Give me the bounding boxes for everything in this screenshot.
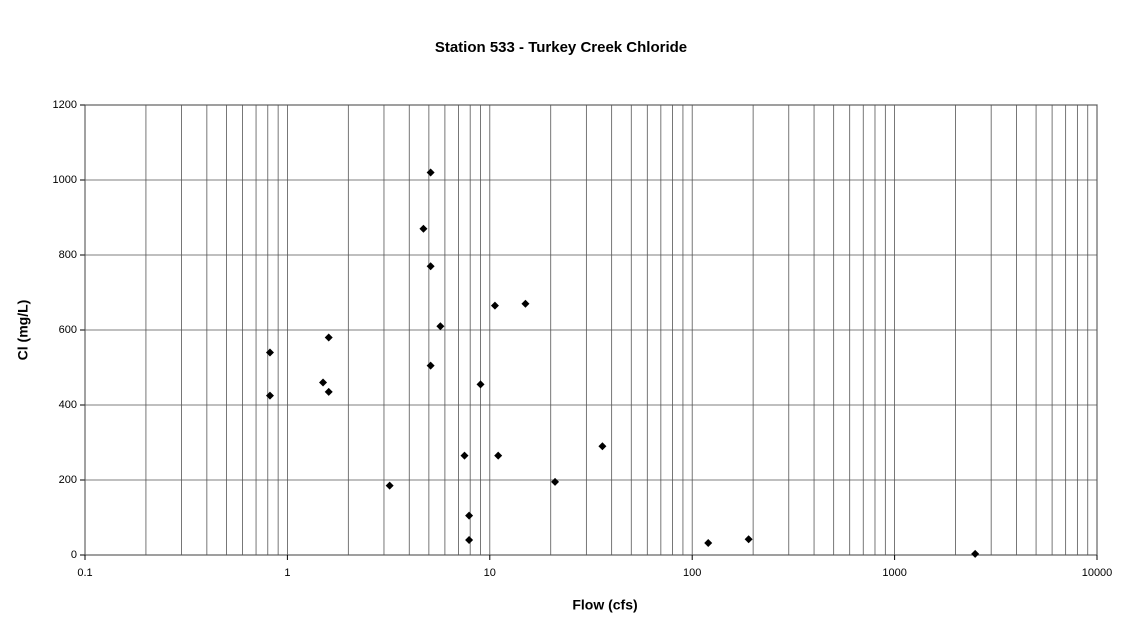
x-tick-label: 10000 [1082,567,1113,579]
point [265,391,274,400]
point [426,262,435,271]
point [494,451,503,460]
point [385,481,394,490]
point [490,301,499,310]
point [426,361,435,370]
point [324,387,333,396]
point [265,348,274,357]
y-tick-label: 400 [59,399,77,411]
point [521,299,530,308]
y-tick-label: 600 [59,324,77,336]
point [426,168,435,177]
point [551,477,560,486]
point [744,535,753,544]
x-tick-label: 10 [484,567,496,579]
point [319,378,328,387]
point [465,511,474,520]
x-axis-label: Flow (cfs) [572,597,637,613]
chart-title: Station 533 - Turkey Creek Chloride [435,39,687,56]
point [324,333,333,342]
x-tick-label: 1 [284,567,290,579]
point [465,536,474,544]
point [419,224,428,233]
y-tick-label: 1200 [53,99,77,111]
point [598,442,607,451]
x-tick-label: 0.1 [77,567,92,579]
point [436,322,445,331]
y-tick-label: 800 [59,249,77,261]
y-tick-label: 1000 [53,174,77,186]
point [476,380,485,389]
point [971,549,980,558]
y-tick-label: 200 [59,474,77,486]
y-tick-label: 0 [71,549,77,561]
point [460,451,469,460]
x-tick-label: 100 [683,567,701,579]
point [704,539,713,547]
y-axis-label: Cl (mg/L) [15,300,31,361]
x-tick-label: 1000 [882,567,906,579]
